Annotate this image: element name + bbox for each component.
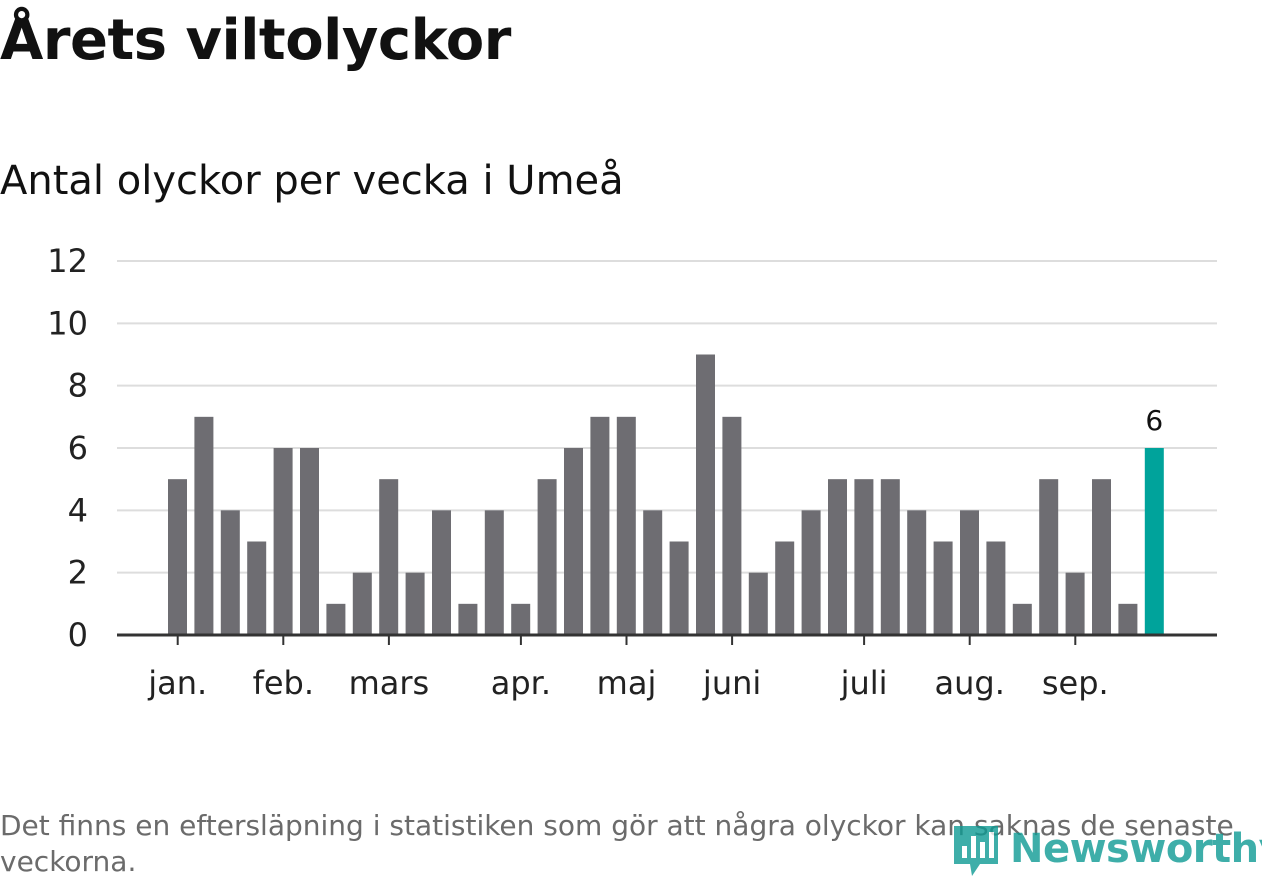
x-tick-label: apr. <box>491 664 551 702</box>
chart-title: Årets viltolyckor <box>0 8 511 73</box>
bar <box>880 479 900 635</box>
bar <box>801 510 821 635</box>
bar <box>352 572 372 635</box>
bar <box>537 479 557 635</box>
bar-chart-speech-icon <box>954 826 998 876</box>
y-tick-label: 12 <box>47 242 88 280</box>
footnote: Det finns en eftersläpning i statistiken… <box>0 809 1234 878</box>
bar-latest-week <box>1144 448 1164 635</box>
bar <box>1039 479 1059 635</box>
y-tick-label: 6 <box>68 429 88 467</box>
x-tick-label: aug. <box>935 664 1005 702</box>
y-axis-ticks: 0 2 4 6 8 10 12 <box>47 242 88 654</box>
bar <box>379 479 399 635</box>
logo-text: Newsworthy <box>1010 826 1262 872</box>
y-tick-label: 4 <box>68 491 88 529</box>
bar <box>326 603 346 635</box>
x-tick-label: maj <box>597 664 657 702</box>
bar <box>273 448 293 635</box>
bars <box>117 354 1217 637</box>
bar <box>854 479 874 635</box>
bar <box>300 448 319 635</box>
bar <box>484 510 504 635</box>
bar <box>247 541 267 635</box>
y-tick-label: 2 <box>68 554 88 592</box>
bar <box>775 541 795 635</box>
newsworthy-logo: Newsworthy <box>950 820 1262 878</box>
bar <box>220 510 240 635</box>
x-tick-label: sep. <box>1042 664 1109 702</box>
x-tick-label: mars <box>349 664 430 702</box>
x-axis-ticks: jan. feb. mars apr. maj juni juli aug. sep. <box>147 635 1109 702</box>
bar <box>696 354 715 635</box>
bar <box>1092 479 1111 635</box>
y-tick-label: 8 <box>68 367 88 405</box>
bar <box>722 416 742 635</box>
x-tick-label: feb. <box>253 664 314 702</box>
x-tick-label: juli <box>840 664 888 702</box>
bar <box>933 541 953 635</box>
bar-chart: 0 2 4 6 8 10 12 jan. feb. mars apr. maj juni juli aug… <box>47 242 1217 702</box>
bar <box>1065 572 1085 635</box>
bar <box>960 510 979 635</box>
bar <box>511 603 531 635</box>
x-tick-label: jan. <box>147 664 207 702</box>
bar <box>669 541 689 635</box>
bar <box>432 510 451 635</box>
bar <box>1118 603 1138 635</box>
bar <box>643 510 663 635</box>
bar <box>564 448 583 635</box>
bar <box>194 416 214 635</box>
y-tick-label: 10 <box>47 304 88 342</box>
bar <box>168 479 187 635</box>
bar <box>828 479 847 635</box>
bar <box>986 541 1006 635</box>
bar <box>405 572 425 635</box>
bar <box>748 572 768 635</box>
y-tick-label: 0 <box>68 616 88 654</box>
bar <box>1012 603 1032 635</box>
bar <box>907 510 927 635</box>
bar <box>616 416 636 635</box>
bar <box>590 416 610 635</box>
data-label: 6 <box>1145 404 1163 437</box>
x-tick-label: juni <box>702 664 761 702</box>
data-labels: 6 <box>1145 404 1163 437</box>
bar <box>458 603 478 635</box>
chart-subtitle: Antal olyckor per vecka i Umeå <box>0 158 624 204</box>
